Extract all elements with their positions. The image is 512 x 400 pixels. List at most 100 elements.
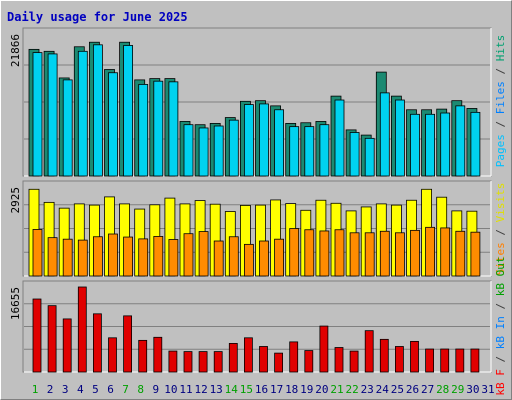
x-tick-day-14: 14 (225, 383, 239, 396)
bar-sites-day-26 (410, 229, 420, 277)
legend-entry: Pages (494, 134, 507, 167)
bar-kb-f-day-10 (168, 350, 178, 373)
bar-pages-day-27 (425, 113, 436, 177)
x-tick-day-6: 6 (107, 383, 114, 396)
x-tick-day-4: 4 (77, 383, 84, 396)
bar-pages-day-18 (289, 126, 300, 177)
bar-kb-f-day-21 (334, 347, 344, 373)
y-max-label: 21866 (9, 34, 22, 67)
bar-kb-f-day-4 (77, 286, 87, 373)
legend-entry: / (494, 114, 507, 134)
x-tick-day-25: 25 (391, 383, 404, 396)
x-tick-day-2: 2 (47, 383, 54, 396)
bar-pages-day-25 (394, 99, 405, 177)
x-tick-day-21: 21 (330, 383, 343, 396)
bar-kb-f-day-8 (138, 339, 148, 373)
bar-kb-f-day-23 (364, 330, 374, 373)
bar-pages-day-16 (259, 103, 269, 177)
x-tick-day-28: 28 (436, 383, 449, 396)
bar-kb-f-day-5 (93, 313, 102, 373)
bar-sites-day-5 (93, 236, 103, 277)
bar-sites-day-4 (77, 239, 88, 277)
chart-title: Daily usage for June 2025 (7, 10, 188, 24)
legend-entry: Files (494, 81, 507, 114)
x-tick-day-23: 23 (361, 383, 374, 396)
bar-sites-day-2 (47, 237, 58, 277)
bar-kb-f-day-2 (47, 305, 57, 373)
bar-pages-day-13 (213, 125, 224, 177)
bar-sites-day-6 (108, 233, 118, 277)
bar-kb-f-day-18 (289, 341, 299, 373)
bar-kb-f-day-28 (440, 348, 450, 373)
bar-pages-day-22 (349, 132, 360, 177)
bar-pages-day-11 (183, 124, 194, 177)
bar-pages-day-12 (198, 127, 209, 177)
bar-sites-day-27 (425, 226, 436, 277)
legend-kbytes: kB F / kB In / kB Out (494, 256, 507, 395)
bar-pages-day-10 (168, 81, 179, 177)
bar-pages-day-21 (334, 99, 345, 177)
bar-kb-f-day-12 (198, 351, 208, 373)
bar-pages-day-20 (319, 124, 330, 177)
x-tick-day-12: 12 (194, 383, 207, 396)
bar-pages-day-23 (364, 137, 375, 177)
bar-sites-day-13 (213, 240, 224, 277)
x-tick-day-3: 3 (62, 383, 69, 396)
bar-pages-day-29 (455, 105, 466, 177)
bar-kb-f-day-27 (425, 348, 435, 373)
legend-entry: / (494, 349, 507, 369)
bar-sites-day-3 (62, 238, 73, 277)
bar-sites-day-16 (259, 240, 269, 277)
bar-kb-f-day-25 (394, 346, 404, 373)
bar-pages-day-1 (32, 52, 43, 177)
x-tick-day-17: 17 (270, 383, 283, 396)
bar-sites-day-8 (138, 238, 149, 277)
y-max-label: 16655 (9, 287, 22, 320)
bar-kb-f-day-26 (410, 340, 419, 373)
x-tick-day-1: 1 (32, 383, 39, 396)
bar-kb-f-day-11 (183, 351, 193, 373)
bar-kb-f-day-24 (379, 338, 389, 373)
bar-sites-day-23 (364, 232, 375, 277)
x-tick-day-11: 11 (179, 383, 192, 396)
x-tick-day-19: 19 (300, 383, 313, 396)
x-tick-day-26: 26 (406, 383, 419, 396)
bar-sites-day-12 (198, 231, 209, 277)
x-tick-day-9: 9 (152, 383, 159, 396)
legend-entry: kB In (494, 316, 507, 349)
bar-kb-f-day-13 (213, 351, 223, 373)
x-tick-day-29: 29 (451, 383, 464, 396)
bar-kb-f-day-14 (228, 343, 238, 373)
legend-visits-sites: Sites / Visits (494, 183, 507, 276)
bar-sites-day-14 (228, 236, 239, 277)
y-max-label: 2925 (9, 187, 22, 214)
bar-sites-day-9 (153, 236, 164, 277)
bar-pages-day-30 (470, 111, 481, 177)
bar-kb-f-day-9 (153, 336, 163, 373)
x-tick-day-13: 13 (210, 383, 223, 396)
bar-sites-day-18 (289, 228, 300, 277)
bar-kb-f-day-1 (32, 298, 42, 373)
bar-sites-day-19 (304, 229, 315, 277)
bar-sites-day-28 (440, 227, 451, 277)
bar-sites-day-7 (123, 236, 133, 277)
legend-entry: kB Out (494, 256, 507, 296)
legend-entry: / (494, 61, 507, 81)
x-tick-day-10: 10 (164, 383, 177, 396)
bar-sites-day-22 (349, 232, 360, 277)
legend-entry: kB F (494, 369, 507, 396)
legend-entry: Sites (494, 242, 507, 275)
bar-sites-day-15 (243, 243, 254, 277)
legend-entry: Visits (494, 183, 507, 223)
bar-kb-f-day-22 (349, 350, 359, 373)
bar-pages-day-19 (304, 126, 315, 177)
x-tick-day-30: 30 (466, 383, 479, 396)
bar-pages-day-24 (379, 92, 390, 177)
x-tick-day-20: 20 (315, 383, 328, 396)
bar-pages-day-3 (62, 79, 73, 177)
x-tick-day-24: 24 (376, 383, 390, 396)
bar-pages-day-8 (138, 84, 149, 177)
bar-pages-day-28 (440, 112, 451, 177)
bar-pages-day-4 (77, 50, 88, 177)
